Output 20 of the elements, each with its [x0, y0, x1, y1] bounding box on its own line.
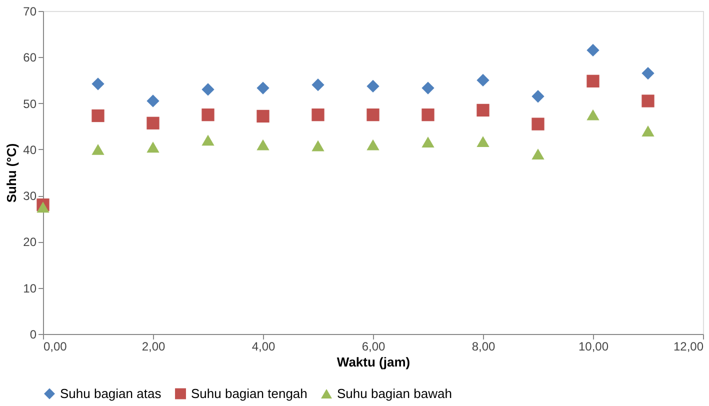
x-tick-label: 8,00 — [472, 340, 496, 354]
y-axis-title: Suhu (°C) — [4, 143, 20, 203]
legend-label: Suhu bagian tengah — [191, 386, 308, 401]
y-tick-label: 40 — [23, 142, 37, 157]
y-tick-label: 10 — [23, 281, 37, 296]
x-tick-label: 4,00 — [252, 340, 276, 354]
y-tick-label: 60 — [23, 50, 37, 65]
y-tick-label: 70 — [23, 4, 37, 18]
y-tick-label: 50 — [23, 96, 37, 111]
x-tick-label: 10,00 — [578, 340, 609, 354]
x-tick-label: 0,00 — [44, 340, 68, 354]
legend-label: Suhu bagian bawah — [337, 386, 452, 401]
x-axis-title: Waktu (jam) — [336, 354, 410, 370]
x-tick-label: 2,00 — [142, 340, 166, 354]
y-tick-label: 0 — [30, 328, 37, 342]
x-tick-label: 12,00 — [673, 340, 704, 354]
x-tick-label: 6,00 — [362, 340, 386, 354]
legend-label: Suhu bagian atas — [60, 386, 162, 401]
y-tick-label: 20 — [23, 235, 37, 250]
y-tick-label: 30 — [23, 189, 37, 204]
